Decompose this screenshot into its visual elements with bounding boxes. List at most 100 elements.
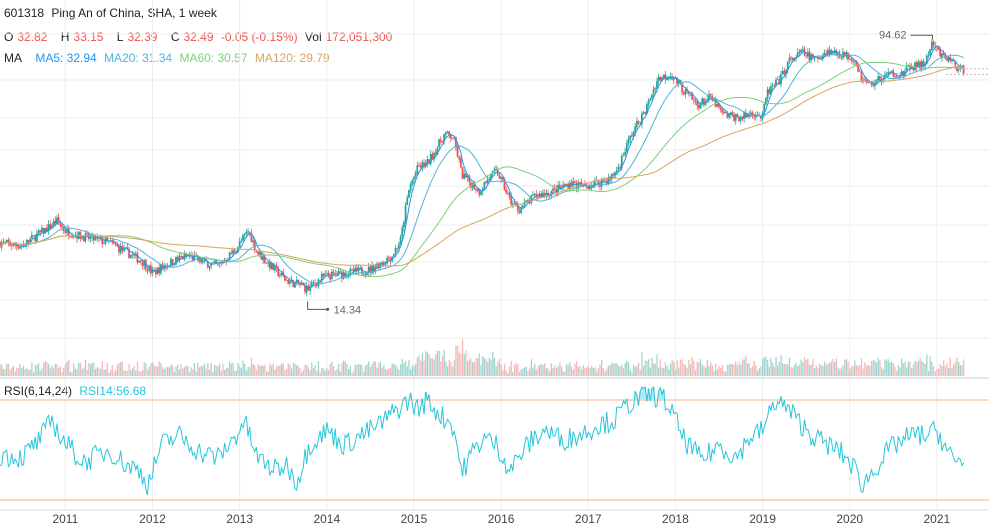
- candle-body: [475, 189, 477, 191]
- candle-body: [94, 237, 97, 240]
- candle-body: [230, 252, 233, 255]
- candle-body: [180, 255, 182, 257]
- volume-bar: [477, 358, 479, 376]
- volume-bar: [291, 368, 293, 376]
- candle-body: [118, 245, 120, 253]
- volume-bar: [835, 358, 837, 376]
- candle-body: [575, 183, 578, 188]
- volume-bar: [230, 363, 232, 376]
- volume-bar: [936, 368, 938, 376]
- volume-bar: [859, 365, 861, 376]
- volume-bar: [911, 368, 913, 376]
- candle-body: [890, 70, 893, 72]
- candle-body: [909, 65, 911, 70]
- candle-body: [724, 112, 727, 114]
- candle-body: [805, 55, 808, 57]
- volume-bar: [69, 372, 72, 376]
- volume-bar: [463, 354, 465, 376]
- volume-bar: [646, 361, 648, 376]
- volume-bar: [74, 368, 77, 376]
- volume-bar: [713, 371, 715, 376]
- candle-body: [84, 233, 87, 241]
- candle-body: [697, 105, 700, 109]
- volume-bar: [182, 368, 184, 376]
- volume-bar: [904, 361, 906, 376]
- candle-body: [238, 241, 241, 248]
- volume-bar: [84, 359, 87, 376]
- candle-body: [441, 141, 444, 143]
- candle-body: [0, 242, 1, 248]
- volume-bar: [830, 361, 832, 376]
- volume-bar: [297, 365, 300, 376]
- candle-body: [796, 52, 799, 57]
- volume-bar: [488, 357, 491, 376]
- candle-body: [852, 60, 854, 62]
- candle-body: [929, 49, 932, 55]
- candle-body: [267, 261, 270, 263]
- volume-bar: [301, 372, 303, 376]
- volume-bar: [534, 363, 536, 376]
- volume-bar: [329, 363, 331, 376]
- volume-bar: [351, 372, 353, 376]
- volume-bar: [497, 361, 499, 376]
- volume-bar: [731, 364, 734, 376]
- volume-bars: [0, 339, 965, 376]
- volume-bar: [272, 363, 274, 376]
- candle-body: [694, 100, 697, 102]
- candle-body: [456, 146, 459, 157]
- candle-body: [644, 111, 647, 115]
- volume-bar: [391, 363, 393, 376]
- volume-bar: [857, 365, 859, 376]
- candle-body: [228, 252, 231, 261]
- candle-body: [71, 236, 73, 238]
- candle-body: [723, 111, 725, 114]
- volume-bar: [678, 367, 680, 376]
- volume-bar: [103, 369, 105, 376]
- volume-bar: [647, 359, 650, 376]
- volume-bar: [525, 366, 527, 376]
- volume-bar: [203, 363, 206, 376]
- candle-body: [159, 264, 162, 273]
- volume-bar: [361, 364, 363, 376]
- candle-body: [547, 192, 549, 197]
- x-tick-label: 2012: [139, 512, 166, 526]
- volume-bar: [311, 362, 313, 376]
- candle-body: [543, 193, 546, 196]
- candle-body: [666, 78, 668, 81]
- candle-body: [940, 53, 943, 58]
- volume-bar: [14, 371, 16, 376]
- candle-body: [418, 165, 420, 167]
- volume-bar: [885, 360, 888, 376]
- volume-bar: [66, 361, 68, 376]
- volume-bar: [120, 361, 122, 376]
- volume-bar: [269, 363, 271, 376]
- volume-bar: [61, 372, 63, 376]
- x-tick-label: 2021: [924, 512, 951, 526]
- candle-body: [508, 192, 511, 197]
- candle-body: [240, 240, 243, 242]
- symbol-description: Ping An of China, SHA, 1 week: [51, 6, 217, 20]
- candle-body: [39, 230, 42, 232]
- candle-body: [922, 61, 925, 67]
- volume-bar: [96, 367, 98, 376]
- volume-bar: [259, 365, 261, 376]
- volume-bar: [959, 365, 962, 376]
- volume-bar: [337, 363, 340, 376]
- candle-body: [780, 74, 782, 85]
- candle-body: [387, 257, 390, 259]
- volume-bar: [332, 366, 335, 376]
- volume-bar: [807, 358, 809, 376]
- volume-bar: [554, 365, 556, 376]
- volume-bar: [433, 359, 435, 376]
- volume-bar: [478, 353, 481, 376]
- volume-bar: [490, 360, 492, 376]
- candle-body: [52, 221, 55, 226]
- candle-body: [878, 76, 881, 82]
- candle-body: [578, 181, 581, 183]
- volume-bar: [954, 361, 956, 376]
- x-axis: 2011 2012 2013 2014 2015 2016 2017 2018 2019 2020…: [0, 509, 989, 526]
- volume-bar: [483, 358, 486, 376]
- candle-body: [156, 267, 159, 274]
- candle-body: [679, 80, 682, 84]
